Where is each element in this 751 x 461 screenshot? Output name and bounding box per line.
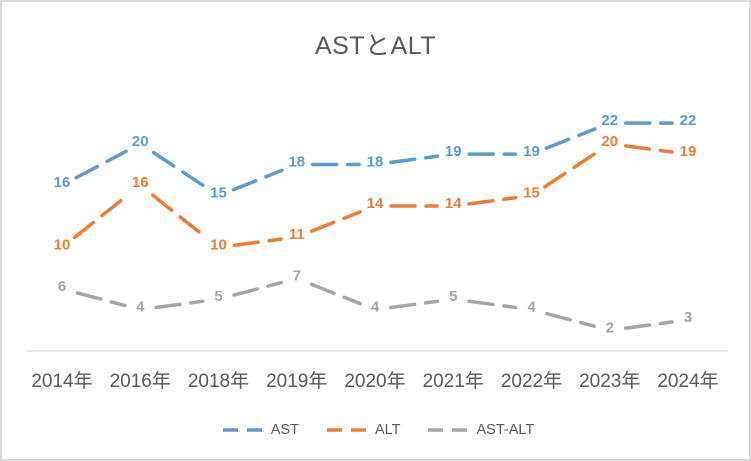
data-label-ast: 18 (288, 154, 305, 171)
data-label-ast: 20 (132, 133, 149, 150)
series-segment-ast (231, 168, 284, 192)
legend: AST ALT AST-ALT (2, 422, 749, 438)
data-label-ast-alt: 2 (606, 319, 614, 336)
series-segment-ast-alt (309, 282, 362, 306)
series-segment-alt (467, 195, 518, 206)
data-label-ast: 16 (54, 174, 71, 191)
x-axis-label: 2021年 (422, 371, 484, 392)
data-label-ast-alt: 6 (58, 278, 66, 295)
series-segment-alt (309, 210, 362, 233)
legend-label: AST (270, 422, 299, 438)
legend-item-ast: AST (221, 422, 299, 438)
data-label-ast-alt: 3 (684, 309, 692, 326)
series-segment-alt (72, 193, 130, 240)
plot-area: 16 20 15 18 18 19 19 22 22 10 16 10 11 14 14 15 20 19 6 4 5 7… (27, 112, 728, 352)
x-axis-label: 2020年 (344, 371, 406, 392)
data-label-ast-alt: 4 (527, 299, 536, 316)
data-label-ast: 22 (601, 112, 618, 129)
x-axis-label: 2023年 (579, 371, 641, 392)
data-label-alt: 14 (367, 195, 384, 212)
series-segment-alt (623, 144, 674, 154)
series-segment-ast (544, 127, 597, 151)
data-label-alt: 15 (523, 185, 540, 202)
x-axis-label: 2018年 (187, 371, 250, 392)
x-axis-label: 2014年 (31, 371, 93, 392)
data-label-alt: 10 (54, 236, 71, 253)
series-segment-alt (232, 237, 283, 248)
series-segment-ast-alt (545, 311, 597, 328)
legend-label: AST-ALT (476, 422, 535, 438)
data-label-ast: 15 (210, 185, 227, 202)
series-segment-ast (74, 149, 128, 180)
x-axis-label: 2019年 (266, 371, 328, 392)
data-label-alt: 16 (132, 174, 149, 191)
series-segment-alt (151, 193, 208, 240)
data-label-alt: 14 (445, 195, 462, 212)
data-label-ast-alt: 4 (371, 299, 380, 316)
data-label-ast-alt: 5 (214, 288, 222, 305)
legend-item-ast-alt: AST-ALT (426, 422, 534, 438)
legend-dash-marker (222, 428, 263, 432)
legend-dash-marker (428, 428, 469, 432)
chart-title: ASTとALT (314, 32, 437, 60)
series-segment-ast-alt (623, 320, 674, 330)
data-label-ast-alt: 5 (449, 288, 457, 305)
data-label-ast: 22 (680, 112, 697, 129)
legend-dash-marker (326, 428, 367, 432)
data-label-alt: 11 (289, 226, 305, 243)
x-axis-label: 2016年 (109, 371, 171, 392)
series-segment-ast (389, 154, 440, 165)
series-segment-ast-alt (232, 280, 284, 297)
series-segment-ast-alt (154, 299, 205, 310)
x-axis-label: 2024年 (657, 371, 719, 392)
series-segment-ast-alt (467, 299, 518, 310)
data-label-ast: 19 (445, 143, 462, 160)
series-segment-ast-alt (75, 291, 127, 308)
series-segment-ast-alt (389, 299, 440, 310)
data-label-ast: 18 (367, 154, 384, 171)
data-label-alt: 19 (680, 143, 697, 160)
legend-item-alt: ALT (325, 422, 401, 438)
data-label-alt: 10 (210, 236, 227, 253)
data-label-ast-alt: 7 (293, 267, 301, 284)
series-segment-alt (543, 150, 599, 189)
data-label-ast: 19 (523, 143, 540, 160)
data-label-alt: 20 (601, 133, 618, 150)
series-segment-ast (151, 150, 207, 189)
data-label-ast-alt: 4 (136, 299, 145, 316)
x-axis: 2014年 2016年 2018年 2019年 2020年 2021年 2022年 2023年… (2, 366, 749, 394)
legend-label: ALT (374, 422, 401, 438)
x-axis-label: 2022年 (500, 371, 563, 392)
